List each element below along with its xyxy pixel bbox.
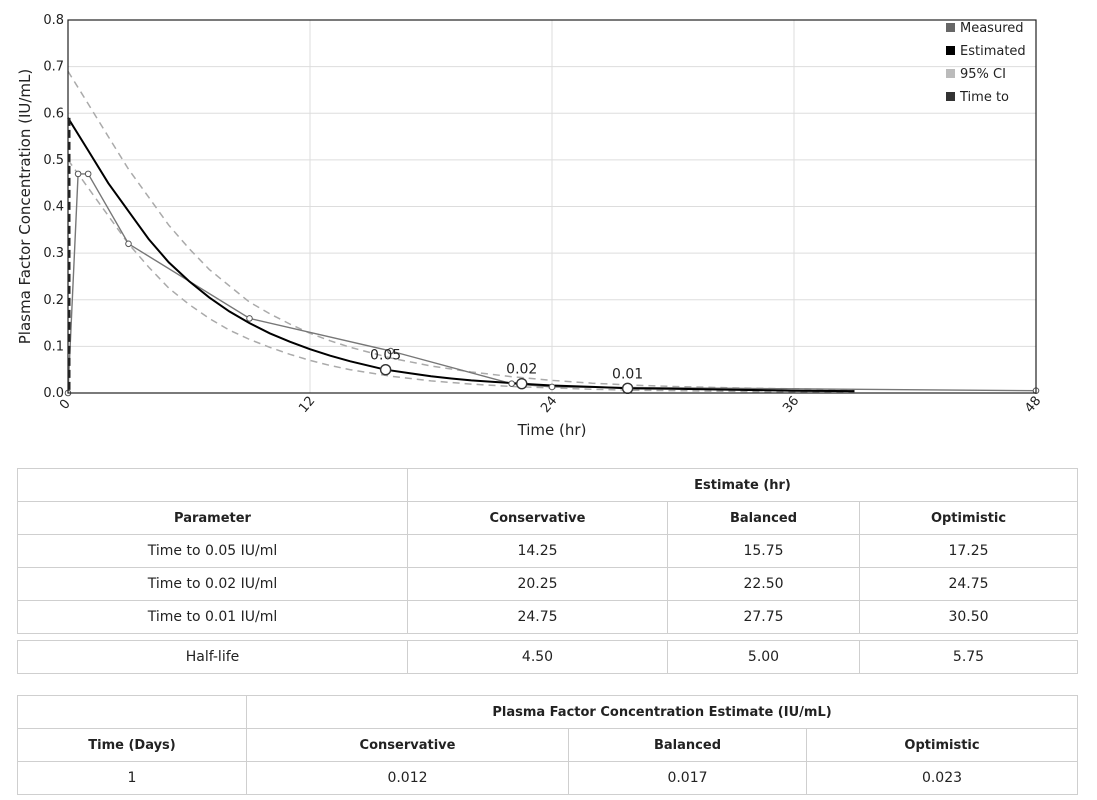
legend-entry: Measured: [960, 21, 1024, 36]
ci-line: [67, 70, 855, 391]
x-tick-label: 12: [296, 394, 318, 416]
cell: 15.75: [667, 534, 860, 568]
measured-point: [548, 383, 556, 391]
cell: 24.75: [407, 600, 668, 634]
cell: Time to 0.01 IU/ml: [17, 600, 408, 634]
legend-entry: Estimated: [960, 44, 1026, 59]
plot-frame: [67, 19, 1037, 394]
measured-point: [387, 347, 394, 355]
legend-entry: 95% CI: [960, 67, 1006, 82]
cell: Time to 0.05 IU/ml: [17, 534, 408, 568]
concentration-chart: 0.05 0.02 0.01 0.0 0.1 0.2 0.3 0.4 0.5 0.6 0.7 0.8…: [16, 13, 1044, 439]
y-tick-label: 0.0: [43, 386, 64, 401]
cell: 30.50: [858, 600, 1079, 634]
table-row: 1 0.012 0.017 0.023: [17, 761, 1079, 795]
data-markers: 0.05 0.02 0.01: [64, 170, 1040, 397]
cell: 22.50: [667, 567, 860, 601]
table-header-empty: [17, 468, 408, 502]
concentration-estimate-table: Plasma Factor Concentration Estimate (IU…: [17, 695, 1079, 795]
cell: 5.75: [858, 640, 1079, 674]
table-row: Time to 0.01 IU/ml 24.75 27.75 30.50: [17, 600, 1079, 634]
table-spacer-row: [17, 633, 1078, 641]
half-life-row: Half-life 4.50 5.00 5.75: [17, 640, 1079, 674]
col-optimistic: Optimistic: [858, 501, 1079, 535]
legend-swatch: [946, 92, 955, 101]
cell: 0.017: [568, 761, 807, 795]
y-tick-label: 0.5: [43, 153, 64, 168]
measured-point: [74, 170, 82, 178]
table-header-empty: [17, 695, 247, 729]
y-axis-label: Plasma Factor Concentration (IU/mL): [16, 69, 34, 345]
estimated-line: [67, 117, 855, 393]
y-tick-label: 0.2: [43, 293, 64, 308]
ci-band-lines: [67, 70, 855, 394]
y-tick-label: 0.8: [43, 13, 64, 28]
cell: 24.75: [858, 567, 1079, 601]
time-estimate-table: Estimate (hr) Parameter Conservative Bal…: [17, 468, 1079, 674]
x-axis-label: Time (hr): [517, 421, 587, 439]
measured-point: [246, 315, 253, 322]
measured-point: [508, 380, 515, 387]
chart-legend: Measured Estimated 95% CI Time to: [946, 21, 1026, 105]
x-tick-label: 0: [57, 397, 74, 413]
y-tick-label: 0.6: [43, 106, 64, 121]
col-balanced: Balanced: [568, 728, 807, 762]
cell: 27.75: [667, 600, 860, 634]
cell: 1: [17, 761, 247, 795]
cell: 5.00: [667, 640, 860, 674]
legend-swatch: [946, 46, 955, 55]
table-header-group-row: Plasma Factor Concentration Estimate (IU…: [17, 695, 1079, 729]
y-tick-label: 0.4: [43, 200, 64, 215]
cell: 4.50: [407, 640, 668, 674]
estimate-group-header: Estimate (hr): [406, 468, 1079, 502]
cell: 14.25: [407, 534, 668, 568]
cell: Time to 0.02 IU/ml: [17, 567, 408, 601]
table-header-row: Time (Days) Conservative Balanced Optimi…: [17, 728, 1079, 762]
cell: 20.25: [407, 567, 668, 601]
measured-point: [125, 240, 132, 248]
table-row: Time to 0.05 IU/ml 14.25 15.75 17.25: [17, 534, 1079, 568]
time-to-marker: [621, 382, 634, 395]
table-row: Time to 0.02 IU/ml 20.25 22.50 24.75: [17, 567, 1079, 601]
time-to-data-label: 0.02: [506, 362, 537, 378]
legend-swatch: [946, 23, 955, 32]
cell: Half-life: [17, 640, 408, 674]
col-time-days: Time (Days): [17, 728, 247, 762]
legend-entry: Time to: [959, 90, 1009, 105]
legend-swatch: [946, 69, 955, 78]
measured-point: [84, 170, 92, 178]
cell: 0.023: [805, 761, 1079, 795]
col-optimistic: Optimistic: [805, 728, 1079, 762]
cell: 0.012: [246, 761, 569, 795]
time-to-marker: [516, 377, 528, 390]
col-parameter: Parameter: [17, 501, 408, 535]
col-conservative: Conservative: [407, 501, 668, 535]
col-conservative: Conservative: [246, 728, 569, 762]
x-tick-label: 24: [538, 394, 560, 416]
time-to-marker: [379, 363, 392, 376]
table-header-group-row: Estimate (hr): [17, 468, 1079, 502]
x-tick-label: 48: [1022, 394, 1044, 416]
x-tick-label: 36: [780, 394, 802, 416]
y-tick-label: 0.1: [43, 339, 64, 354]
chart-axes: 0.0 0.1 0.2 0.3 0.4 0.5 0.6 0.7 0.8 0 12 24 36 48: [43, 13, 1044, 416]
col-balanced: Balanced: [667, 501, 860, 535]
concentration-group-header: Plasma Factor Concentration Estimate (IU…: [245, 695, 1079, 729]
y-tick-label: 0.3: [43, 246, 64, 261]
chart-grid: [67, 19, 1037, 394]
y-tick-label: 0.7: [43, 60, 64, 75]
time-to-data-label: 0.05: [370, 348, 401, 364]
cell: 17.25: [858, 534, 1079, 568]
time-to-data-label: 0.01: [612, 366, 643, 382]
spacer-cell: [17, 633, 1078, 641]
ci-line: [67, 159, 855, 394]
table-header-row: Parameter Conservative Balanced Optimist…: [17, 501, 1079, 535]
